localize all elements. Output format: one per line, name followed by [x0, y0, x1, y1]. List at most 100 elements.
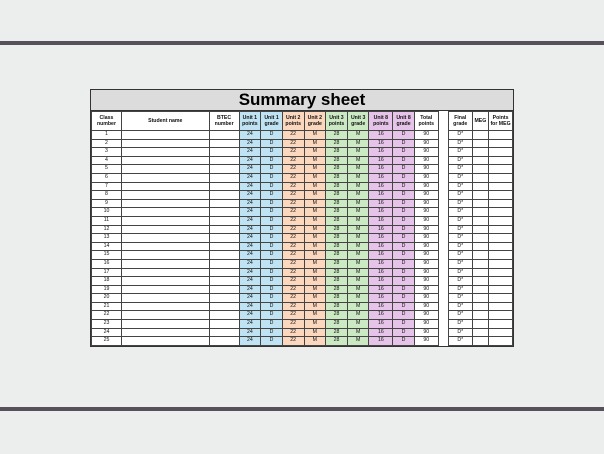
cell-btec-number[interactable] [208, 138, 240, 149]
cell-points-for-meg[interactable] [488, 155, 513, 166]
cell-btec-number[interactable] [208, 172, 240, 183]
cell-btec-number[interactable] [208, 198, 240, 209]
cell-student-name[interactable] [120, 224, 210, 235]
cell-points-for-meg[interactable] [488, 241, 513, 252]
cell-meg[interactable] [471, 138, 490, 149]
cell-student-name[interactable] [120, 301, 210, 312]
cell-student-name[interactable] [120, 250, 210, 260]
cell-points-for-meg[interactable] [488, 258, 513, 269]
cell-btec-number[interactable] [208, 301, 240, 312]
cell-points-for-meg[interactable] [488, 293, 513, 303]
cell-meg[interactable] [471, 164, 490, 174]
cell-points-for-meg[interactable] [488, 276, 513, 286]
cell-meg[interactable] [471, 181, 490, 192]
cell-meg[interactable] [471, 310, 490, 321]
cell-meg[interactable] [471, 147, 490, 157]
cell-meg[interactable] [471, 319, 490, 329]
cell-btec-number[interactable] [208, 267, 240, 278]
cell-student-name[interactable] [120, 198, 210, 209]
cell-btec-number[interactable] [208, 224, 240, 235]
cell-student-name[interactable] [120, 258, 210, 269]
cell-btec-number[interactable] [208, 155, 240, 166]
cell-student-name[interactable] [120, 336, 210, 346]
cell-meg[interactable] [471, 276, 490, 286]
cell-btec-number[interactable] [208, 336, 240, 346]
cell-student-name[interactable] [120, 310, 210, 321]
cell-meg[interactable] [471, 327, 490, 338]
cell-meg[interactable] [471, 172, 490, 183]
cell-points-for-meg[interactable] [488, 327, 513, 338]
cell-btec-number[interactable] [208, 284, 240, 295]
cell-btec-number[interactable] [208, 276, 240, 286]
cell-points-for-meg[interactable] [488, 138, 513, 149]
cell-btec-number[interactable] [208, 327, 240, 338]
cell-meg[interactable] [471, 336, 490, 346]
cell-points-for-meg[interactable] [488, 310, 513, 321]
cell-meg[interactable] [471, 198, 490, 209]
cell-meg[interactable] [471, 293, 490, 303]
cell-student-name[interactable] [120, 215, 210, 226]
cell-student-name[interactable] [120, 130, 210, 140]
cell-points-for-meg[interactable] [488, 207, 513, 217]
cell-student-name[interactable] [120, 172, 210, 183]
cell-student-name[interactable] [120, 138, 210, 149]
cell-points-for-meg[interactable] [488, 147, 513, 157]
cell-meg[interactable] [471, 233, 490, 243]
cell-points-for-meg[interactable] [488, 301, 513, 312]
cell-student-name[interactable] [120, 147, 210, 157]
cell-points-for-meg[interactable] [488, 190, 513, 200]
cell-btec-number[interactable] [208, 258, 240, 269]
cell-btec-number[interactable] [208, 319, 240, 329]
cell-btec-number[interactable] [208, 130, 240, 140]
cell-points-for-meg[interactable] [488, 336, 513, 346]
cell-points-for-meg[interactable] [488, 250, 513, 260]
cell-btec-number[interactable] [208, 241, 240, 252]
cell-btec-number[interactable] [208, 310, 240, 321]
cell-student-name[interactable] [120, 276, 210, 286]
cell-points-for-meg[interactable] [488, 130, 513, 140]
cell-student-name[interactable] [120, 190, 210, 200]
cell-btec-number[interactable] [208, 250, 240, 260]
cell-student-name[interactable] [120, 164, 210, 174]
cell-student-name[interactable] [120, 233, 210, 243]
cell-points-for-meg[interactable] [488, 164, 513, 174]
cell-meg[interactable] [471, 155, 490, 166]
cell-points-for-meg[interactable] [488, 198, 513, 209]
cell-btec-number[interactable] [208, 181, 240, 192]
cell-meg[interactable] [471, 130, 490, 140]
cell-points-for-meg[interactable] [488, 284, 513, 295]
cell-meg[interactable] [471, 224, 490, 235]
cell-student-name[interactable] [120, 181, 210, 192]
cell-student-name[interactable] [120, 207, 210, 217]
cell-meg[interactable] [471, 215, 490, 226]
cell-meg[interactable] [471, 284, 490, 295]
cell-btec-number[interactable] [208, 190, 240, 200]
cell-student-name[interactable] [120, 319, 210, 329]
cell-points-for-meg[interactable] [488, 319, 513, 329]
cell-points-for-meg[interactable] [488, 215, 513, 226]
cell-meg[interactable] [471, 301, 490, 312]
cell-btec-number[interactable] [208, 164, 240, 174]
cell-points-for-meg[interactable] [488, 224, 513, 235]
cell-points-for-meg[interactable] [488, 181, 513, 192]
cell-points-for-meg[interactable] [488, 172, 513, 183]
cell-student-name[interactable] [120, 155, 210, 166]
cell-btec-number[interactable] [208, 293, 240, 303]
cell-btec-number[interactable] [208, 207, 240, 217]
cell-meg[interactable] [471, 207, 490, 217]
cell-btec-number[interactable] [208, 147, 240, 157]
cell-btec-number[interactable] [208, 233, 240, 243]
cell-meg[interactable] [471, 258, 490, 269]
cell-meg[interactable] [471, 267, 490, 278]
cell-points-for-meg[interactable] [488, 267, 513, 278]
cell-points-for-meg[interactable] [488, 233, 513, 243]
cell-meg[interactable] [471, 250, 490, 260]
cell-student-name[interactable] [120, 241, 210, 252]
cell-student-name[interactable] [120, 284, 210, 295]
cell-student-name[interactable] [120, 293, 210, 303]
cell-meg[interactable] [471, 241, 490, 252]
cell-meg[interactable] [471, 190, 490, 200]
cell-student-name[interactable] [120, 267, 210, 278]
cell-btec-number[interactable] [208, 215, 240, 226]
cell-student-name[interactable] [120, 327, 210, 338]
